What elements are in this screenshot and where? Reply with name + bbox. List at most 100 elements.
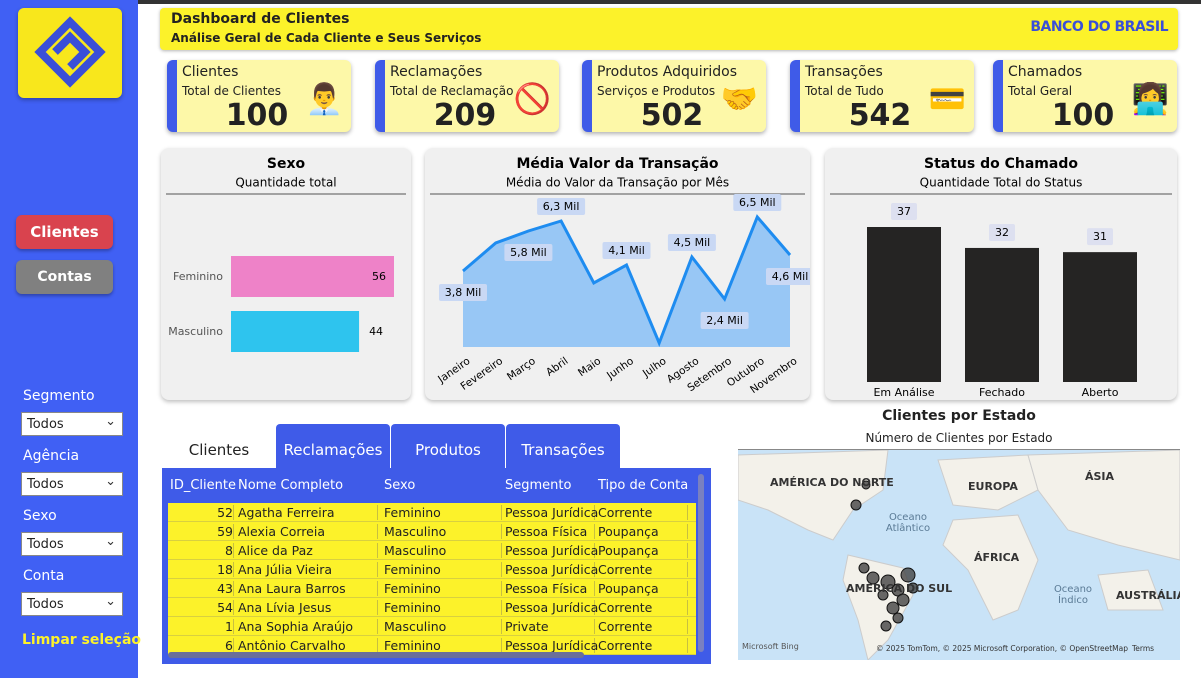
- value-label-box: [1087, 228, 1113, 246]
- filter-dropdown[interactable]: Todos ⌄: [21, 592, 123, 616]
- table-cell: 18: [170, 562, 234, 577]
- map-terms[interactable]: Terms: [1132, 644, 1155, 653]
- table-cell: Ana Laura Barros: [238, 581, 378, 596]
- table-cell: Poupança: [598, 524, 688, 539]
- logo: [18, 8, 122, 98]
- value-label: 2,4 Mil: [706, 314, 743, 327]
- chart-subtitle: Quantidade Total do Status: [920, 176, 1083, 190]
- table-cell: 43: [170, 581, 234, 596]
- tab[interactable]: Clientes: [188, 441, 250, 459]
- table-cell: Pessoa Física: [505, 581, 595, 596]
- chart-subtitle: Quantidade total: [235, 176, 336, 190]
- dropdown-arrow: ⌄: [105, 414, 116, 429]
- scrollbar: [168, 652, 584, 658]
- table-cell: Corrente: [598, 619, 688, 634]
- column-header: Sexo: [384, 478, 416, 493]
- value-label-box: [667, 234, 716, 251]
- kpi-value: 209: [433, 98, 497, 133]
- x-tick-label: Maio: [576, 355, 603, 379]
- chart: Status do Chamado Quantidade Total do Sta…: [830, 156, 1172, 399]
- header-logo: BANCO DO BRASIL: [1030, 19, 1168, 35]
- value-label-box: [733, 194, 782, 211]
- value-label: 6,3 Mil: [543, 200, 580, 213]
- map-title: Clientes por Estado: [882, 408, 1036, 424]
- kpi-card: Chamados Total Geral 100 👩‍💻: [993, 60, 1177, 133]
- table-cell: 1: [170, 619, 234, 634]
- chart-subtitle: Média do Valor da Transação por Mês: [506, 176, 729, 190]
- table-cell: 52: [170, 505, 234, 520]
- map: AMÉRICA DO NORTE EUROPA ÁSIA Oceano Atlânti…: [738, 450, 1180, 660]
- chart-panel: Status do Chamado Quantidade Total do Sta…: [825, 148, 1177, 400]
- table-cell: Pessoa Jurídica: [505, 638, 599, 653]
- map-label: AMÉRICA DO SUL: [846, 582, 953, 595]
- table-cell: Antônio Carvalho: [238, 638, 378, 653]
- tab[interactable]: Transações: [506, 424, 620, 468]
- map-shapes: [738, 450, 1180, 660]
- category-label: Feminino: [173, 270, 223, 283]
- sidebar: [0, 0, 138, 678]
- map-label: ÁFRICA: [974, 551, 1020, 564]
- x-tick-label: Março: [505, 355, 538, 383]
- table-cell: Alexia Correia: [238, 524, 378, 539]
- value-label-box: [891, 203, 917, 220]
- table-row: 59 Alexia Correia Masculino Pessoa Física Po…: [168, 522, 696, 541]
- line: [462, 214, 792, 348]
- filter-dropdown[interactable]: Todos ⌄: [21, 532, 123, 556]
- map-copyright: © 2025 TomTom, © 2025 Microsoft Corporat…: [876, 644, 1129, 653]
- table-cell: Poupança: [598, 581, 688, 596]
- column-header: Nome Completo: [238, 478, 344, 493]
- bar: [965, 247, 1039, 382]
- value-label: 4,5 Mil: [674, 236, 711, 249]
- table-cell: Masculino: [384, 543, 502, 558]
- value-label: 6,5 Mil: [739, 196, 776, 209]
- tab[interactable]: Reclamações: [276, 424, 390, 468]
- value-label: 44: [369, 325, 383, 338]
- kpi-title: Produtos Adquiridos: [597, 64, 738, 80]
- table-cell: 59: [170, 524, 234, 539]
- value-label-box: [989, 223, 1015, 241]
- tab[interactable]: Produtos: [391, 424, 505, 468]
- menu-button[interactable]: Contas: [16, 260, 113, 294]
- table-cell: Ana Júlia Vieira: [238, 562, 378, 577]
- column-header: ID_Cliente: [170, 478, 236, 493]
- table-cell: Private: [505, 619, 595, 634]
- kpi-label: Total Geral: [1008, 84, 1073, 98]
- table-cell: Alice da Paz: [238, 543, 378, 558]
- dropdown-arrow: ⌄: [105, 594, 116, 609]
- kpi-title: Clientes: [182, 64, 239, 80]
- map-label: ÁSIA: [1085, 470, 1115, 483]
- kpi-label: Total de Tudo: [805, 84, 884, 98]
- header-subtitle: Análise Geral de Cada Cliente e Seus Ser…: [171, 31, 482, 45]
- x-tick-label: Abril: [544, 355, 571, 379]
- filter-dropdown[interactable]: Todos ⌄: [21, 472, 123, 496]
- kpi-value: 100: [1051, 98, 1115, 133]
- dropdown-arrow: ⌄: [105, 534, 116, 549]
- table-cell: Agatha Ferreira: [238, 505, 378, 520]
- map-rule: [738, 449, 1180, 450]
- chart: Sexo Quantidade total Feminino 56 Masculino 4…: [166, 156, 406, 352]
- kpi-icon: 👨‍💼: [305, 82, 343, 117]
- filter-dropdown[interactable]: Todos ⌄: [21, 412, 123, 436]
- value-label: 56: [372, 270, 386, 283]
- table-cell: Pessoa Jurídica: [505, 600, 599, 615]
- bar: [231, 311, 360, 352]
- bar: [231, 256, 394, 297]
- logo-icon: [34, 16, 106, 88]
- table-row: 18 Ana Júlia Vieira Feminino Pessoa Jurídic…: [168, 560, 696, 579]
- clear-button[interactable]: Limpar seleção: [22, 632, 142, 648]
- value-label: 31: [1093, 230, 1107, 243]
- kpi-label: Serviços e Produtos: [597, 84, 716, 98]
- table-cell: Masculino: [384, 524, 502, 539]
- filter-label: Segmento: [23, 388, 95, 404]
- table-cell: Corrente: [598, 638, 688, 653]
- table-cell: Pessoa Física: [505, 524, 595, 539]
- category-label: Em Análise: [873, 386, 934, 399]
- table-row: 52 Agatha Ferreira Feminino Pessoa Jurídica…: [168, 503, 696, 522]
- table-cell: Pessoa Jurídica: [505, 543, 599, 558]
- value-label: 5,8 Mil: [510, 246, 547, 259]
- menu-button[interactable]: Clientes: [16, 215, 113, 249]
- table-cell: 8: [170, 543, 234, 558]
- table-cell: 54: [170, 600, 234, 615]
- kpi-value: 502: [640, 98, 704, 133]
- map-label: Oceano Atlântico: [885, 512, 931, 534]
